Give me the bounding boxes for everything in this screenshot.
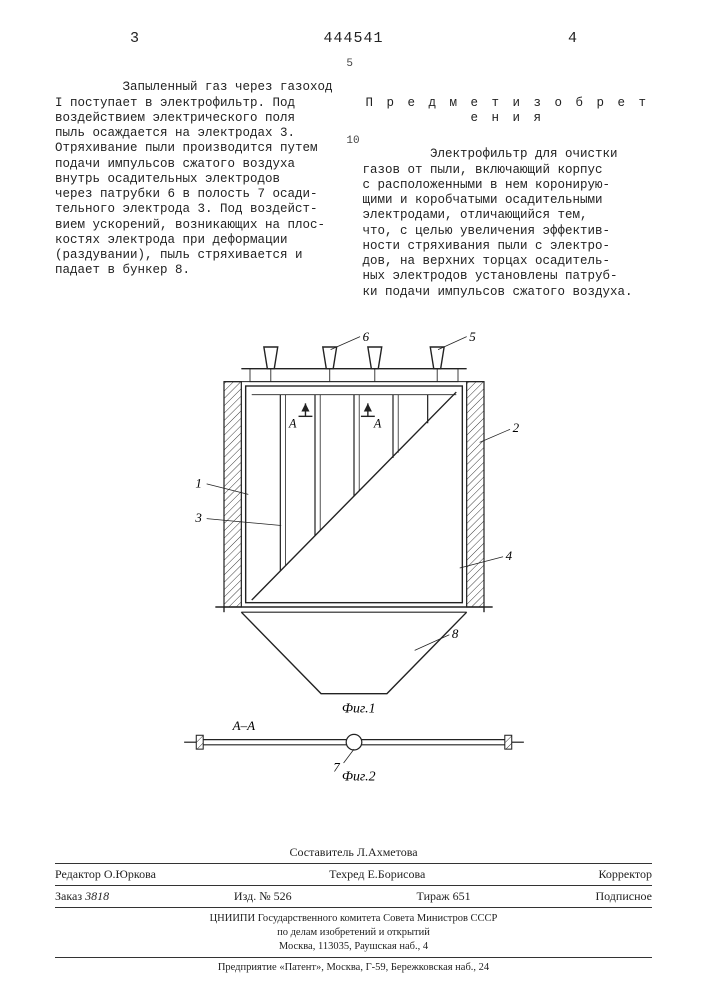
- column-number-right: 4: [568, 30, 577, 47]
- compiler-line: Составитель Л.Ахметова: [55, 845, 652, 860]
- footer-block: Составитель Л.Ахметова Редактор О.Юркова…: [55, 845, 652, 975]
- label-4: 4: [505, 548, 512, 563]
- text-columns: Запыленный газ через газоход I поступает…: [55, 65, 652, 315]
- order-label: Заказ: [55, 889, 82, 903]
- izd-label: Изд. №: [234, 889, 271, 903]
- corrector-label: Корректор: [598, 867, 652, 881]
- figure-2-caption: Фиг.2: [341, 768, 375, 783]
- section-label: А–А: [231, 718, 254, 733]
- tech-name: Е.Борисова: [367, 867, 425, 881]
- credits-row: Редактор О.Юркова Техред Е.Борисова Корр…: [55, 863, 652, 885]
- right-column-text: Электрофильтр для очистки газов от пыли,…: [363, 147, 633, 298]
- org-block: ЦНИИПИ Государственного комитета Совета …: [55, 907, 652, 975]
- label-8: 8: [451, 626, 458, 641]
- patent-page: 444541 3 4 Запыленный газ через газоход …: [0, 0, 707, 1000]
- tirazh-label: Тираж: [417, 889, 450, 903]
- right-column: П р е д м е т и з о б р е т е н и я Элек…: [363, 65, 653, 315]
- order-number: 3818: [85, 889, 109, 903]
- claims-header: П р е д м е т и з о б р е т е н и я: [363, 96, 653, 127]
- section-mark-a-right: А: [372, 417, 381, 431]
- left-column-text: Запыленный газ через газоход I поступает…: [55, 80, 333, 277]
- figure-block: А А 6 5: [55, 325, 652, 790]
- org-line-2: по делам изобретений и открытий: [55, 926, 652, 940]
- print-row: Заказ 3818 Изд. № 526 Тираж 651 Подписно…: [55, 885, 652, 907]
- org-line-4: Предприятие «Патент», Москва, Г-59, Бере…: [55, 957, 652, 975]
- sign: Подписное: [595, 889, 652, 904]
- tech-label: Техред: [329, 867, 364, 881]
- izd-number: 526: [274, 889, 292, 903]
- section-mark-a-left: А: [288, 417, 297, 431]
- label-5: 5: [469, 329, 476, 344]
- left-column: Запыленный газ через газоход I поступает…: [55, 65, 345, 315]
- org-line-1: ЦНИИПИ Государственного комитета Совета …: [55, 912, 652, 926]
- editor-label: Редактор: [55, 867, 101, 881]
- document-number: 444541: [0, 30, 707, 47]
- label-3: 3: [194, 510, 202, 525]
- column-number-left: 3: [130, 30, 139, 47]
- editor-name: О.Юркова: [104, 867, 156, 881]
- line-number-10: 10: [346, 135, 359, 148]
- label-1: 1: [195, 475, 202, 490]
- label-6: 6: [362, 329, 369, 344]
- label-2: 2: [512, 420, 519, 435]
- line-number-5: 5: [346, 58, 353, 71]
- org-line-3: Москва, 113035, Раушская наб., 4: [55, 940, 652, 954]
- tirazh-number: 651: [453, 889, 471, 903]
- label-7: 7: [333, 760, 340, 775]
- figure-svg: А А 6 5: [94, 325, 614, 785]
- figure-1-caption: Фиг.1: [341, 701, 375, 716]
